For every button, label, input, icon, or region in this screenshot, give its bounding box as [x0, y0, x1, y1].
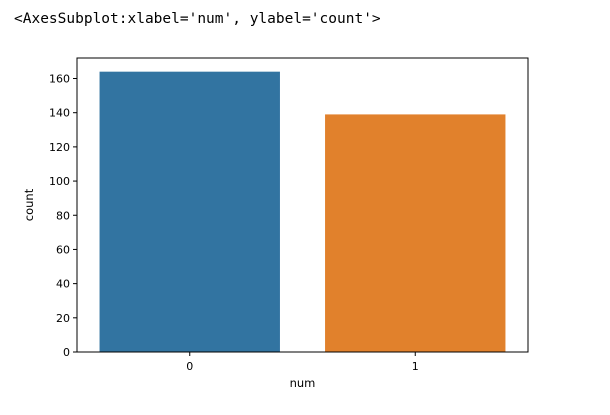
y-tick-label: 100 [49, 175, 70, 188]
y-tick-label: 40 [56, 278, 70, 291]
plot-frame [76, 57, 529, 353]
y-axis: 0 20 40 60 80 100 120 140 160 [49, 73, 77, 359]
x-tick-label: 1 [412, 360, 419, 373]
cell-output-repr: <AxesSubplot:xlabel='num', ylabel='count… [14, 11, 381, 27]
y-tick-label: 20 [56, 312, 70, 325]
y-tick-label: 0 [63, 346, 70, 359]
bar-0 [99, 71, 280, 353]
y-axis-label: count [22, 188, 36, 221]
bar-1 [325, 114, 506, 352]
x-tick-label: 0 [186, 360, 193, 373]
y-tick-label: 120 [49, 141, 70, 154]
y-tick-label: 140 [49, 107, 70, 120]
x-axis-label: num [290, 376, 316, 390]
bars-layer [99, 71, 506, 353]
y-tick-label: 60 [56, 243, 70, 256]
y-tick-label: 80 [56, 209, 70, 222]
y-tick-label: 160 [49, 73, 70, 86]
